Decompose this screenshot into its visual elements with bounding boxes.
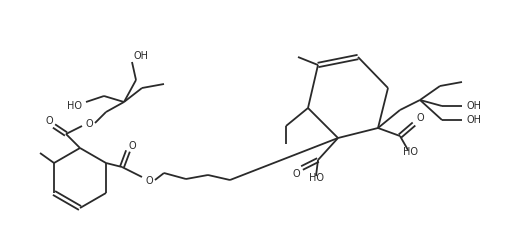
Text: OH: OH: [466, 115, 481, 125]
Text: O: O: [85, 119, 93, 129]
Text: HO: HO: [309, 173, 324, 183]
Text: OH: OH: [466, 101, 481, 111]
Text: O: O: [292, 169, 300, 179]
Text: O: O: [45, 116, 53, 126]
Text: HO: HO: [67, 101, 82, 111]
Text: O: O: [416, 113, 424, 123]
Text: HO: HO: [402, 147, 417, 157]
Text: OH: OH: [134, 51, 149, 61]
Text: O: O: [145, 176, 153, 186]
Text: O: O: [128, 141, 136, 151]
